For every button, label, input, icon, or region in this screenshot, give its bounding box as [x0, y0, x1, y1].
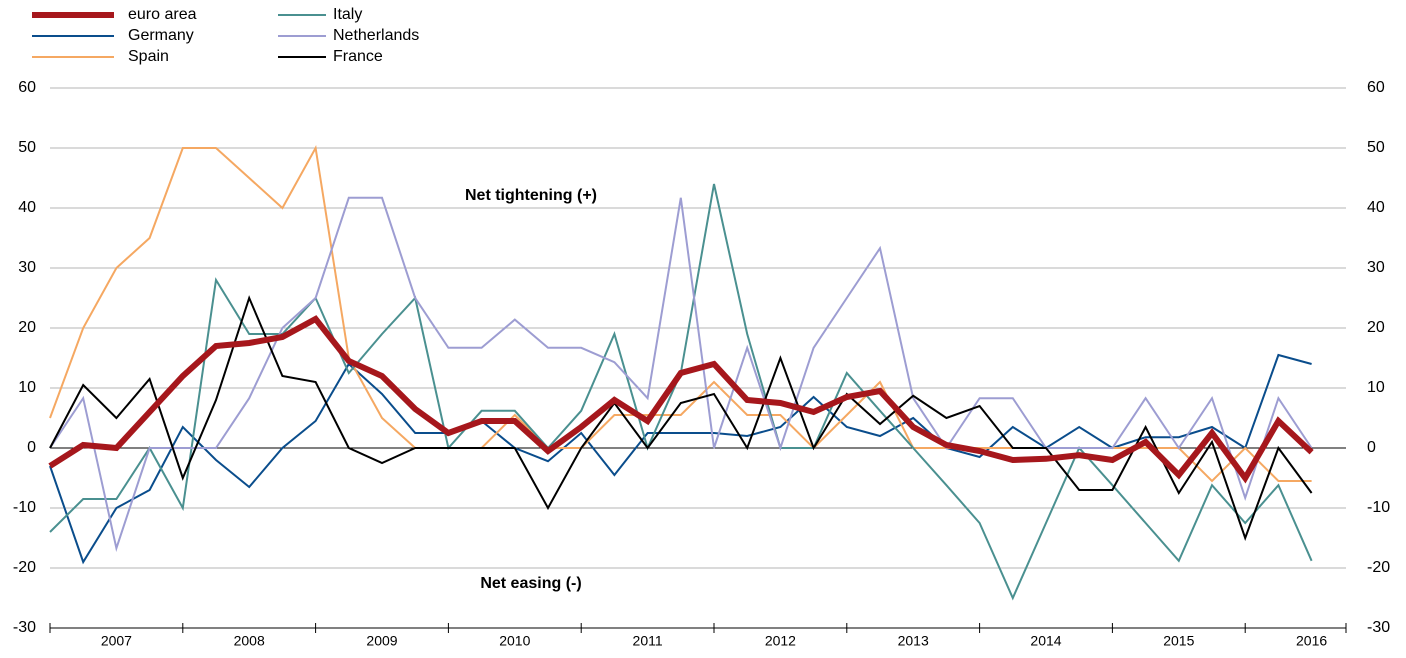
series-line: [48, 315, 1314, 484]
x-tick-label: 2010: [499, 633, 530, 649]
y2-tick-label: 10: [1367, 379, 1385, 396]
x-tick-label: 2016: [1296, 633, 1327, 649]
x-tick-label: 2012: [765, 633, 796, 649]
legend-label: euro area: [128, 6, 197, 23]
y2-tick-label: 50: [1367, 139, 1385, 156]
legend-label: Italy: [333, 6, 362, 23]
y2-tick-label: 60: [1367, 79, 1385, 96]
series-line: [49, 183, 1313, 601]
y2-tick-label: 40: [1367, 199, 1385, 216]
x-tick-label: 2013: [898, 633, 929, 649]
legend-label: France: [333, 48, 383, 65]
y-tick-label: 30: [18, 259, 36, 276]
y2-tick-label: 0: [1367, 439, 1376, 456]
legend-label: Netherlands: [333, 27, 419, 44]
x-tick-label: 2011: [633, 633, 663, 649]
series-line: [49, 353, 1312, 565]
annotation: Net easing (-): [480, 575, 581, 592]
x-tick-label: 2007: [101, 633, 132, 649]
y-tick-label: 10: [18, 379, 36, 396]
y-tick-label: -20: [13, 559, 36, 576]
legend-label: Germany: [128, 27, 194, 44]
x-tick-label: 2009: [366, 633, 397, 649]
x-tick-label: 2008: [234, 633, 265, 649]
series-line: [49, 295, 1313, 541]
annotation: Net tightening (+): [465, 187, 597, 204]
y2-tick-label: 30: [1367, 259, 1385, 276]
y-tick-label: 50: [18, 139, 36, 156]
legend-label: Spain: [128, 48, 169, 65]
y2-tick-label: -30: [1367, 619, 1390, 636]
y-tick-label: -30: [13, 619, 36, 636]
y2-tick-label: -20: [1367, 559, 1390, 576]
y-tick-label: 20: [18, 319, 36, 336]
y-tick-label: -10: [13, 499, 36, 516]
y-tick-label: 0: [27, 439, 36, 456]
y2-tick-label: -10: [1367, 499, 1390, 516]
x-tick-label: 2015: [1163, 633, 1194, 649]
y2-tick-label: 20: [1367, 319, 1385, 336]
x-tick-label: 2014: [1030, 633, 1061, 649]
y-tick-label: 60: [18, 79, 36, 96]
y-tick-label: 40: [18, 199, 36, 216]
series-line: [49, 196, 1313, 552]
